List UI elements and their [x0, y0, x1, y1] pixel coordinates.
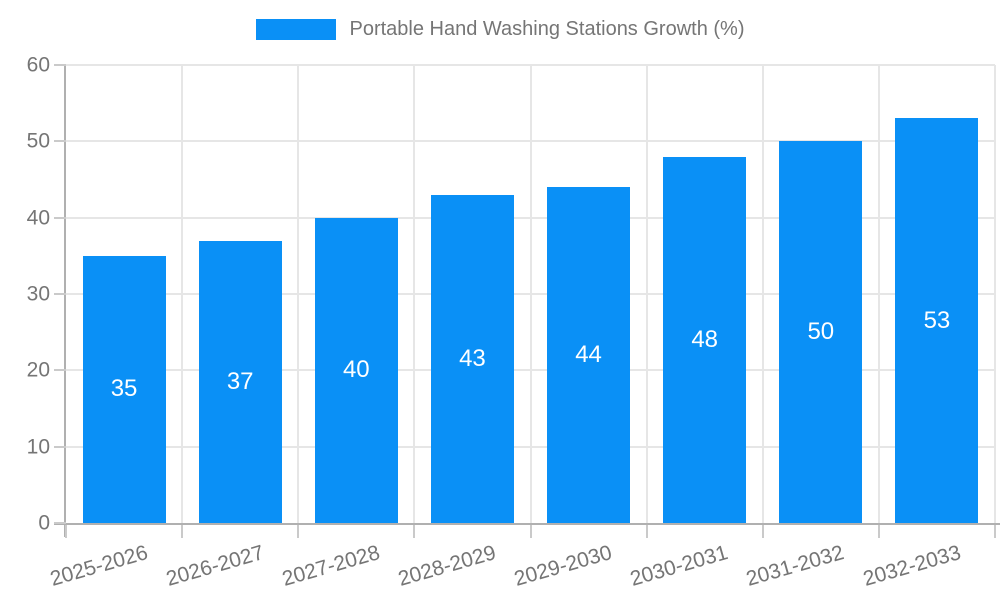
bar[interactable]: 37	[198, 240, 282, 523]
x-tick-label: 2027-2028	[279, 541, 383, 591]
y-axis-tick	[54, 445, 66, 448]
gridline-vertical	[413, 65, 416, 523]
x-tick-label: 2025-2026	[47, 541, 151, 591]
bar-value-label: 48	[691, 325, 719, 353]
gridline-horizontal	[54, 64, 995, 66]
bar[interactable]: 53	[895, 118, 979, 523]
y-tick-label: 20	[26, 358, 50, 382]
gridline-vertical	[877, 65, 880, 523]
y-tick-label: 10	[26, 435, 50, 459]
y-tick-label: 60	[26, 53, 50, 77]
x-axis-tick	[994, 525, 996, 538]
gridline-vertical	[181, 65, 184, 523]
x-axis-tick	[297, 525, 300, 538]
y-tick-label: 0	[38, 511, 50, 535]
bar-value-label: 50	[807, 318, 835, 346]
x-axis-line	[54, 523, 1000, 525]
bar-value-label: 43	[459, 344, 486, 372]
y-axis-tick	[54, 64, 66, 66]
gridline-horizontal	[54, 369, 995, 372]
bar-value-label: 35	[110, 375, 138, 403]
y-axis-tick	[54, 216, 66, 219]
x-axis-tick	[181, 525, 184, 538]
x-tick-label: 2029-2030	[511, 541, 615, 591]
gridline-vertical	[297, 65, 300, 523]
bar[interactable]: 48	[663, 156, 747, 523]
x-tick-label: 2030-2031	[627, 541, 731, 591]
gridline-horizontal	[54, 445, 995, 448]
gridline-horizontal	[54, 293, 995, 295]
legend[interactable]: Portable Hand Washing Stations Growth (%…	[0, 18, 1000, 41]
x-axis-tick	[645, 525, 648, 538]
bar[interactable]: 35	[82, 255, 166, 523]
gridline-vertical	[645, 65, 648, 523]
y-axis-tick	[54, 140, 66, 143]
plot-area: 35 37 40 43 44 48 50 53	[54, 64, 996, 523]
bar[interactable]: 40	[314, 217, 398, 523]
x-axis-tick	[529, 525, 532, 538]
y-axis-tick	[54, 369, 66, 372]
bar[interactable]: 44	[547, 187, 631, 523]
x-axis-tick	[877, 525, 880, 538]
y-axis-tick	[54, 522, 66, 524]
bar-value-label: 40	[342, 356, 370, 384]
bar-value-label: 37	[226, 367, 254, 395]
gridline-horizontal	[54, 216, 995, 219]
y-tick-label: 50	[26, 129, 50, 153]
y-tick-label: 30	[26, 282, 50, 306]
gridline-horizontal	[54, 140, 995, 143]
gridline-vertical	[761, 65, 764, 523]
x-axis-tick	[65, 525, 67, 538]
bar[interactable]: 50	[779, 141, 863, 523]
bar-value-label: 53	[923, 306, 951, 334]
y-axis-tick	[54, 293, 66, 295]
y-tick-label: 40	[26, 206, 50, 230]
x-tick-label: 2026-2027	[163, 541, 267, 591]
gridline-vertical	[994, 65, 996, 523]
legend-label: Portable Hand Washing Stations Growth (%…	[349, 18, 745, 40]
x-tick-label: 2031-2032	[743, 541, 847, 591]
x-axis-tick	[761, 525, 764, 538]
legend-swatch	[255, 19, 336, 40]
y-axis-line	[64, 65, 66, 537]
bar-value-label: 44	[575, 341, 602, 369]
x-tick-label: 2032-2033	[860, 541, 964, 591]
bar[interactable]: 43	[430, 194, 514, 523]
x-axis-tick	[413, 525, 416, 538]
gridline-vertical	[529, 65, 532, 523]
x-tick-label: 2028-2029	[395, 541, 499, 591]
